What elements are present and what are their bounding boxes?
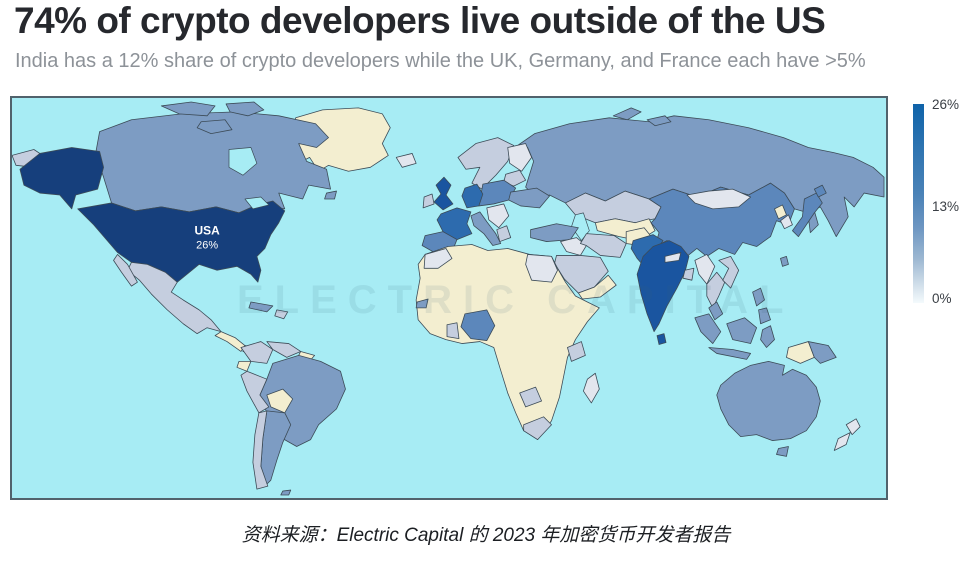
country-germany <box>461 183 484 209</box>
country-japan-hokkaido <box>813 184 827 198</box>
country-canada-arctic-2 <box>225 101 265 117</box>
country-colombia <box>240 341 274 364</box>
page-title: 74% of crypto developers live outside of… <box>14 0 826 41</box>
legend-gradient-bar <box>913 104 924 303</box>
country-iraq-syria <box>560 237 587 256</box>
country-yemen-oman <box>578 274 617 300</box>
country-java <box>708 347 752 360</box>
country-north-korea <box>774 204 787 220</box>
page-subtitle: India has a 12% share of crypto develope… <box>15 50 866 72</box>
country-myanmar <box>694 254 716 285</box>
country-balkans <box>486 203 510 229</box>
country-morocco <box>423 248 453 269</box>
country-hispaniola <box>274 309 289 320</box>
country-tasmania <box>776 446 789 457</box>
country-finland <box>507 143 533 172</box>
country-australia <box>716 360 821 441</box>
country-zambia-zimbabwe <box>519 386 542 408</box>
country-west-new-guinea <box>786 341 815 364</box>
country-scandinavia <box>457 137 515 190</box>
country-new-zealand-north <box>845 418 861 436</box>
country-bolivia <box>266 388 294 414</box>
country-shape <box>612 107 642 121</box>
country-taiwan <box>780 256 789 267</box>
country-falklands <box>280 489 292 496</box>
country-vietnam <box>718 256 740 289</box>
country-ukraine <box>508 187 550 209</box>
country-iran <box>580 233 627 258</box>
country-usa-alaska <box>19 147 104 210</box>
country-canada-arctic-1 <box>160 101 216 117</box>
country-newfoundland <box>324 190 337 200</box>
country-chile <box>252 410 269 490</box>
country-borneo <box>726 317 757 344</box>
source-caption: 资料来源：Electric Capital 的 2023 年加密货币开发者报告 <box>241 525 731 546</box>
country-south-africa <box>523 416 552 440</box>
map-svg: USA 26% <box>12 98 886 498</box>
country-new-zealand-south <box>833 432 851 451</box>
world-choropleth-map: USA 26% ELECTRIC CAPITAL <box>10 96 888 500</box>
country-egypt <box>525 254 558 283</box>
country-mexico-baja <box>113 254 138 287</box>
legend-max-label: 26% <box>932 97 960 112</box>
country-thailand <box>706 271 726 309</box>
country-ghana <box>446 322 460 339</box>
country-sri-lanka <box>656 333 667 345</box>
country-shape <box>646 115 672 127</box>
hudson-bay <box>228 147 258 176</box>
country-venezuela <box>266 341 302 358</box>
country-philippines <box>752 287 765 307</box>
country-italy <box>470 211 502 246</box>
country-cuba <box>248 301 274 313</box>
country-nigeria <box>460 309 496 341</box>
country-china <box>648 182 795 257</box>
country-malaysia <box>708 301 724 321</box>
country-france <box>436 207 473 240</box>
usa-map-label: USA <box>195 224 221 238</box>
country-south-korea <box>780 214 793 230</box>
country-senegal <box>415 298 429 309</box>
country-nepal <box>664 252 682 263</box>
country-bangladesh <box>682 267 695 281</box>
great-lakes <box>244 196 270 210</box>
country-mongolia <box>686 188 752 210</box>
region-central-america <box>214 331 246 352</box>
country-sumatra <box>694 313 722 344</box>
country-india <box>636 240 690 333</box>
legend-min-label: 0% <box>932 291 952 306</box>
country-iceland <box>395 153 417 168</box>
country-canada-arctic-3 <box>196 119 233 135</box>
country-peru <box>240 370 270 414</box>
country-kenya <box>567 341 586 362</box>
legend-mid-label: 13% <box>932 199 960 214</box>
country-sulawesi <box>760 325 775 348</box>
country-philippines-south <box>758 307 771 325</box>
country-madagascar <box>582 372 600 404</box>
usa-map-value: 26% <box>196 240 218 252</box>
country-papua-new-guinea <box>807 341 837 364</box>
country-ireland <box>422 193 435 209</box>
country-greece <box>496 225 512 242</box>
country-uk <box>433 176 454 211</box>
